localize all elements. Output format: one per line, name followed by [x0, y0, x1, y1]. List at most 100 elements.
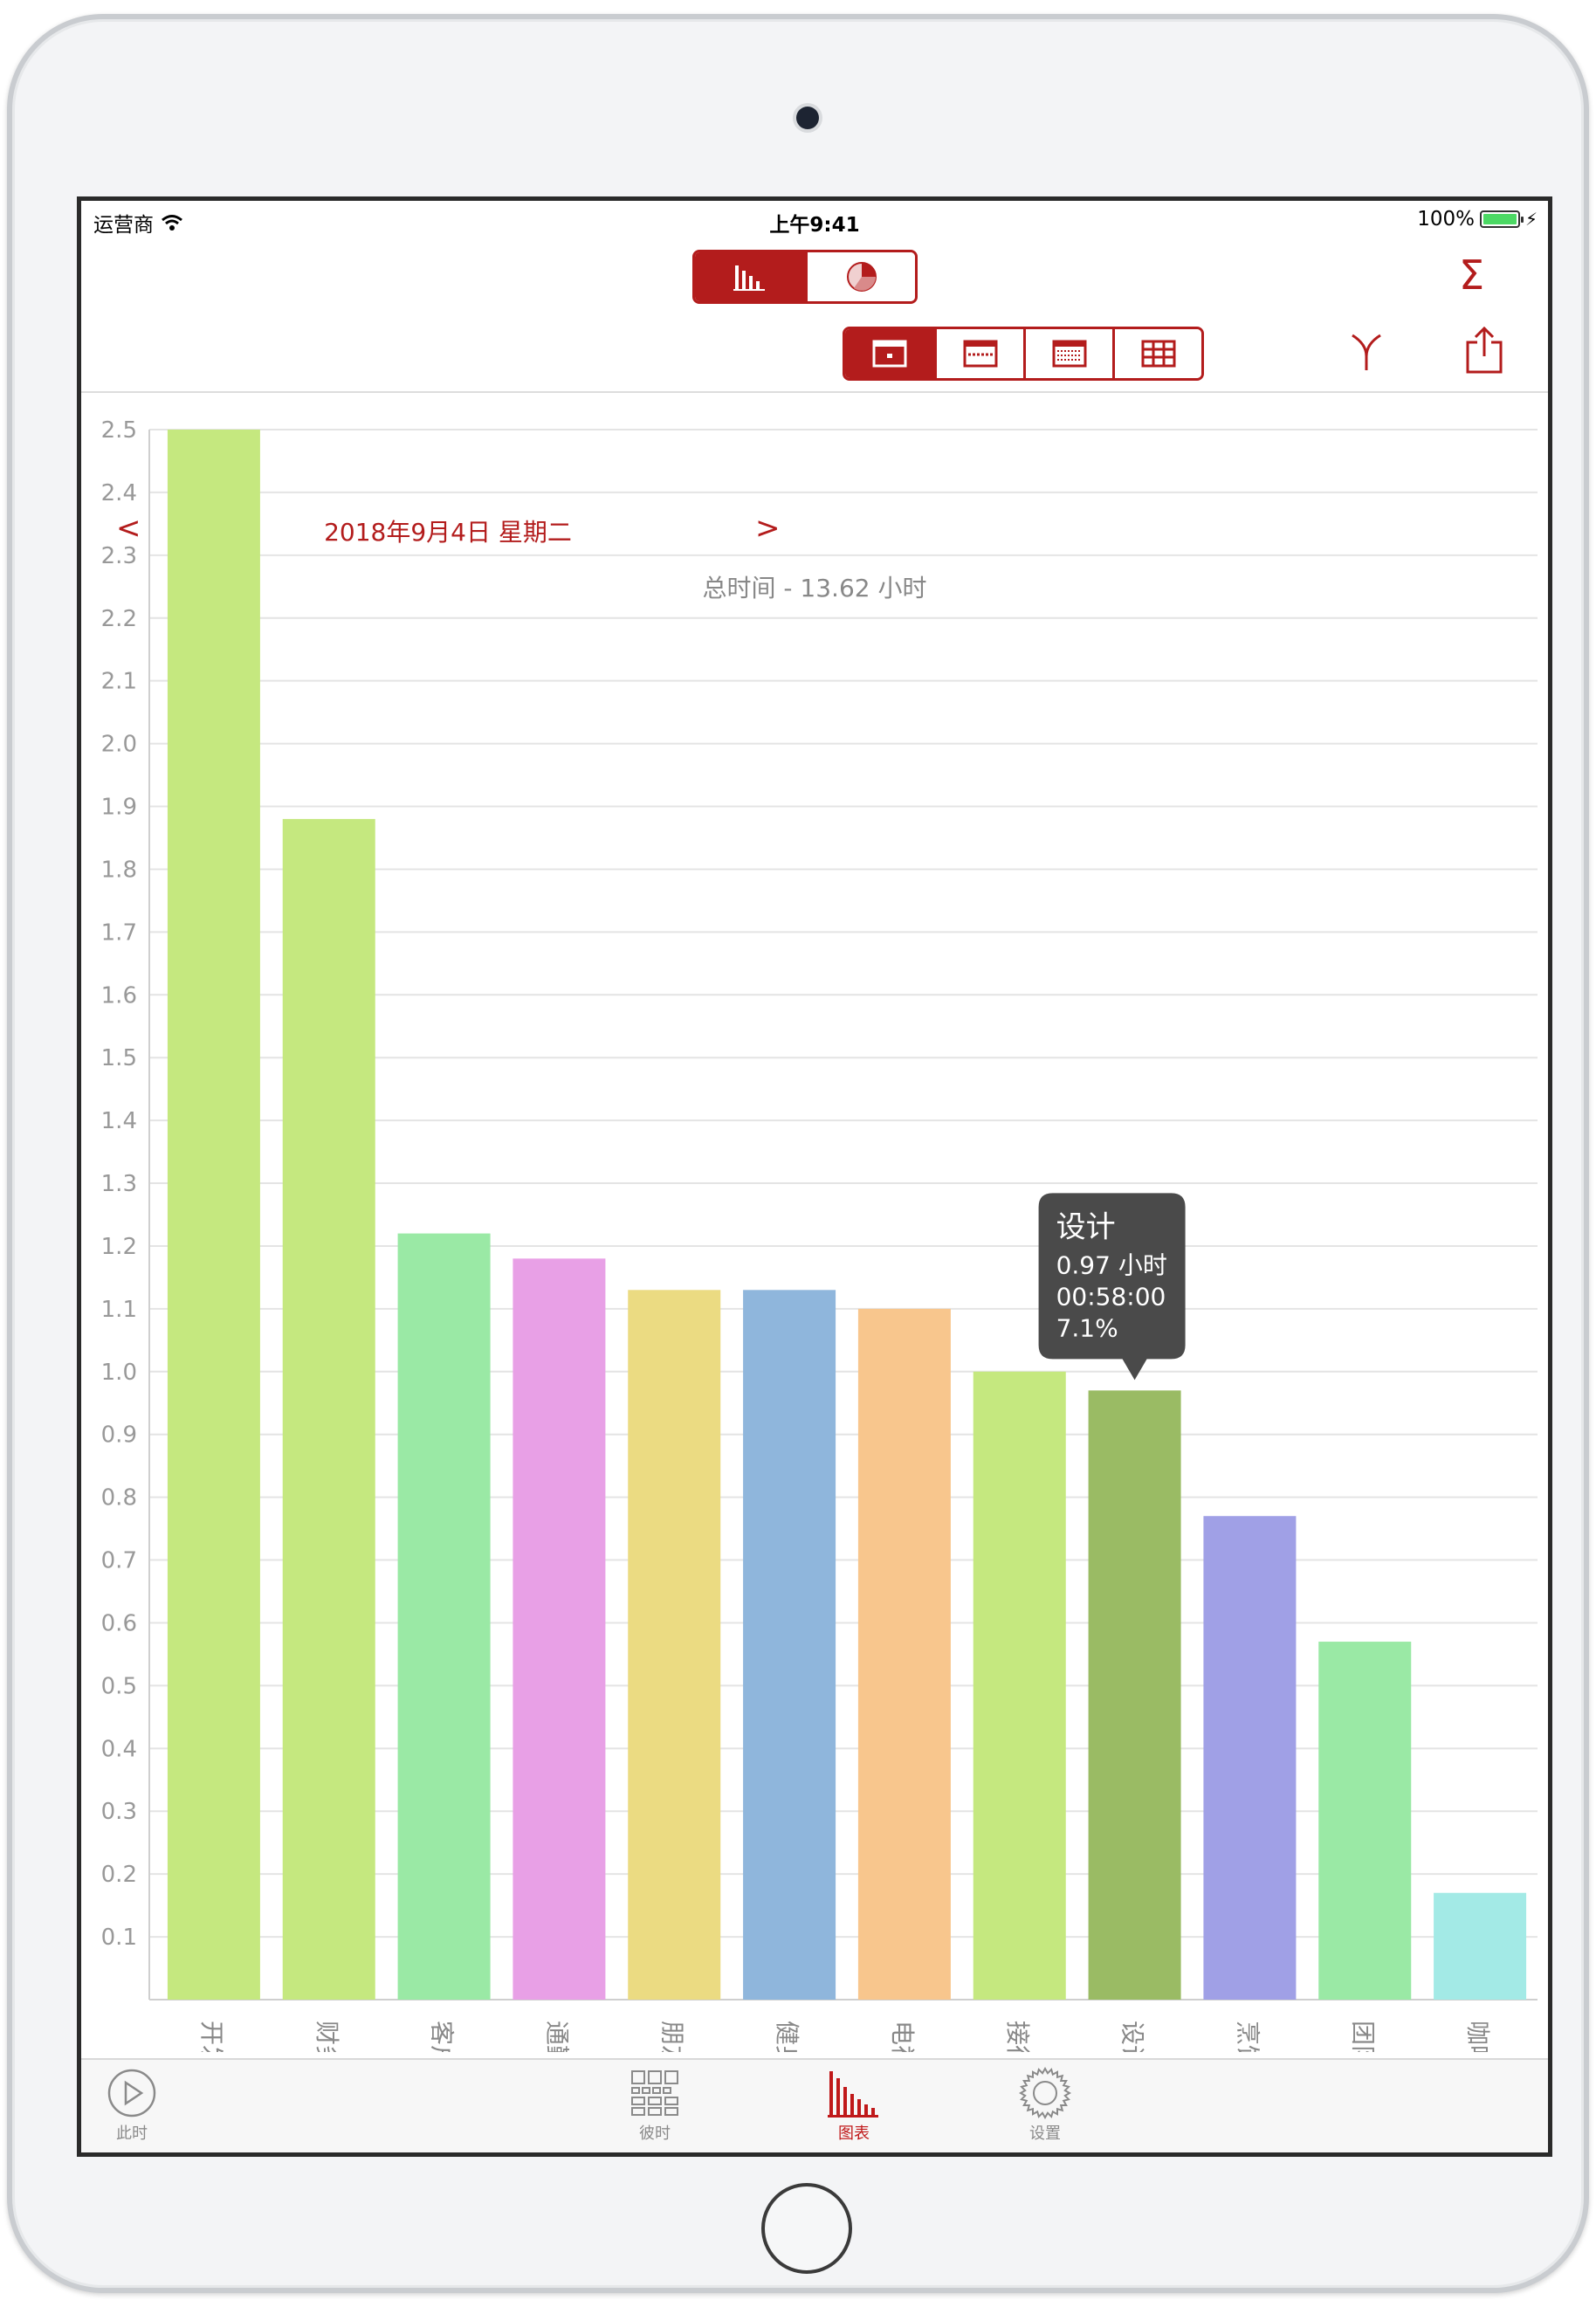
- tab-charts[interactable]: 图表: [801, 2065, 906, 2144]
- bar-3[interactable]: [513, 1258, 606, 2000]
- y-tick-label: 0.8: [101, 1485, 137, 1512]
- grid-icon: [631, 2070, 678, 2116]
- bar-9[interactable]: [1203, 1516, 1297, 2000]
- y-tick-label: 2.5: [101, 417, 137, 444]
- current-date: 2018年9月4日 星期二: [324, 518, 572, 547]
- pie-view-button[interactable]: [805, 252, 915, 301]
- bar-2[interactable]: [397, 1233, 491, 2000]
- tab-bar: 此时 彼时: [81, 2058, 1548, 2152]
- charging-bolt-icon: ⚡: [1524, 209, 1538, 230]
- y-tick-label: 1.7: [101, 919, 137, 946]
- y-tick-label: 0.2: [101, 1862, 137, 1888]
- bar-6[interactable]: [857, 1308, 951, 2000]
- x-tick-label: 客户: [428, 2021, 457, 2052]
- y-tick-label: 2.1: [101, 669, 137, 695]
- y-tick-label: 2.3: [101, 543, 137, 569]
- sigma-icon: Σ: [1459, 251, 1485, 299]
- next-date-button[interactable]: >: [755, 511, 781, 546]
- status-bar: 运营商 上午9:41 100% ⚡: [81, 201, 1548, 239]
- tooltip-line: 00:58:00: [1056, 1282, 1166, 1311]
- x-tick-label: 接待: [1003, 2021, 1032, 2052]
- battery-icon: [1479, 210, 1524, 228]
- x-tick-label: 通勤: [542, 2021, 571, 2052]
- tooltip-bubble: [1038, 1193, 1186, 1381]
- range-day-button[interactable]: [845, 329, 934, 378]
- x-tick-label: 财务: [313, 2021, 341, 2052]
- tooltip-line: 0.97 小时: [1056, 1250, 1167, 1279]
- x-tick-label: 朋友: [657, 2021, 686, 2052]
- bar-chart-icon: [733, 265, 765, 291]
- bar-10[interactable]: [1318, 1642, 1412, 2000]
- range-segmented: [843, 327, 1204, 381]
- carrier-label: 运营商: [93, 214, 154, 237]
- y-tick-label: 2.0: [101, 732, 137, 758]
- y-tick-label: 0.6: [101, 1610, 137, 1636]
- gear-icon: [1019, 2067, 1071, 2119]
- y-tick-label: 0.1: [101, 1925, 137, 1951]
- filter-button[interactable]: [1347, 330, 1386, 379]
- play-circle-icon: [107, 2069, 156, 2118]
- bar-4[interactable]: [628, 1290, 721, 2000]
- day-icon: [872, 340, 907, 368]
- y-tick-label: 2.4: [101, 480, 137, 506]
- ipad-frame: 运营商 上午9:41 100% ⚡: [7, 14, 1589, 2293]
- month-icon: [1052, 340, 1086, 368]
- tooltip-line: 7.1%: [1056, 1313, 1118, 1342]
- y-tick-label: 1.3: [101, 1171, 137, 1197]
- tab-then-label: 彼时: [639, 2125, 671, 2143]
- y-tick-label: 1.1: [101, 1297, 137, 1323]
- home-button[interactable]: [761, 2183, 852, 2274]
- share-icon: [1466, 326, 1503, 374]
- x-tick-label: 开发: [197, 2021, 226, 2052]
- prev-date-button[interactable]: <: [116, 511, 141, 546]
- y-tick-label: 0.5: [101, 1673, 137, 1699]
- year-icon: [1141, 340, 1175, 368]
- range-year-button[interactable]: [1112, 329, 1201, 378]
- x-tick-label: 健身: [773, 2021, 801, 2052]
- y-tick-label: 0.3: [101, 1799, 137, 1825]
- tooltip-title: 设计: [1056, 1209, 1116, 1244]
- x-tick-label: 电视: [888, 2021, 917, 2052]
- battery-percent: 100%: [1417, 208, 1475, 231]
- y-tick-label: 1.9: [101, 795, 137, 821]
- screen: 运营商 上午9:41 100% ⚡: [77, 196, 1552, 2157]
- bar-1[interactable]: [282, 818, 375, 2000]
- tab-settings[interactable]: 设置: [993, 2065, 1097, 2144]
- tab-now[interactable]: 此时: [81, 2065, 184, 2144]
- range-month-button[interactable]: [1023, 329, 1112, 378]
- y-tick-label: 2.2: [101, 606, 137, 632]
- wifi-icon: [162, 215, 182, 231]
- x-tick-label: 咖啡: [1463, 2021, 1492, 2052]
- front-camera: [796, 107, 819, 129]
- tab-charts-label: 图表: [838, 2125, 870, 2143]
- y-tick-label: 1.0: [101, 1360, 137, 1386]
- x-tick-label: 团队: [1348, 2021, 1377, 2052]
- tab-then[interactable]: 彼时: [602, 2065, 707, 2144]
- bar-8[interactable]: [1088, 1390, 1181, 2000]
- share-button[interactable]: [1464, 325, 1504, 379]
- pie-chart-icon: [846, 262, 877, 292]
- tab-now-label: 此时: [116, 2125, 148, 2143]
- bar-view-button[interactable]: [695, 252, 805, 301]
- bar-7[interactable]: [973, 1371, 1066, 2000]
- status-time: 上午9:41: [769, 214, 860, 237]
- bar-chart: 0.1 0.2 0.3 0.4 0.5 0.6 0.7 0.8 0.9 1.0 1.1 1.2 1.3 1…: [101, 417, 1538, 2052]
- sum-button[interactable]: Σ: [1459, 251, 1484, 299]
- filter-icon: [1352, 334, 1381, 370]
- y-tick-label: 1.6: [101, 982, 137, 1009]
- x-tick-label: 烹饪: [1233, 2021, 1262, 2052]
- bar-chart-icon: [828, 2071, 878, 2118]
- y-tick-label: 1.5: [101, 1045, 137, 1071]
- view-mode-segmented: [692, 250, 918, 304]
- y-tick-label: 0.9: [101, 1422, 137, 1449]
- y-tick-label: 0.4: [101, 1736, 137, 1762]
- range-week-button[interactable]: [934, 329, 1023, 378]
- tab-settings-label: 设置: [1029, 2125, 1061, 2143]
- bar-0[interactable]: [167, 430, 260, 2000]
- x-tick-label: 设计: [1118, 2021, 1147, 2052]
- toolbar-divider: [81, 391, 1548, 393]
- bar-11[interactable]: [1434, 1892, 1527, 2000]
- y-tick-label: 1.8: [101, 857, 137, 883]
- bar-5[interactable]: [743, 1290, 836, 2000]
- chart-title: 总时间 - 13.62 小时: [702, 574, 927, 603]
